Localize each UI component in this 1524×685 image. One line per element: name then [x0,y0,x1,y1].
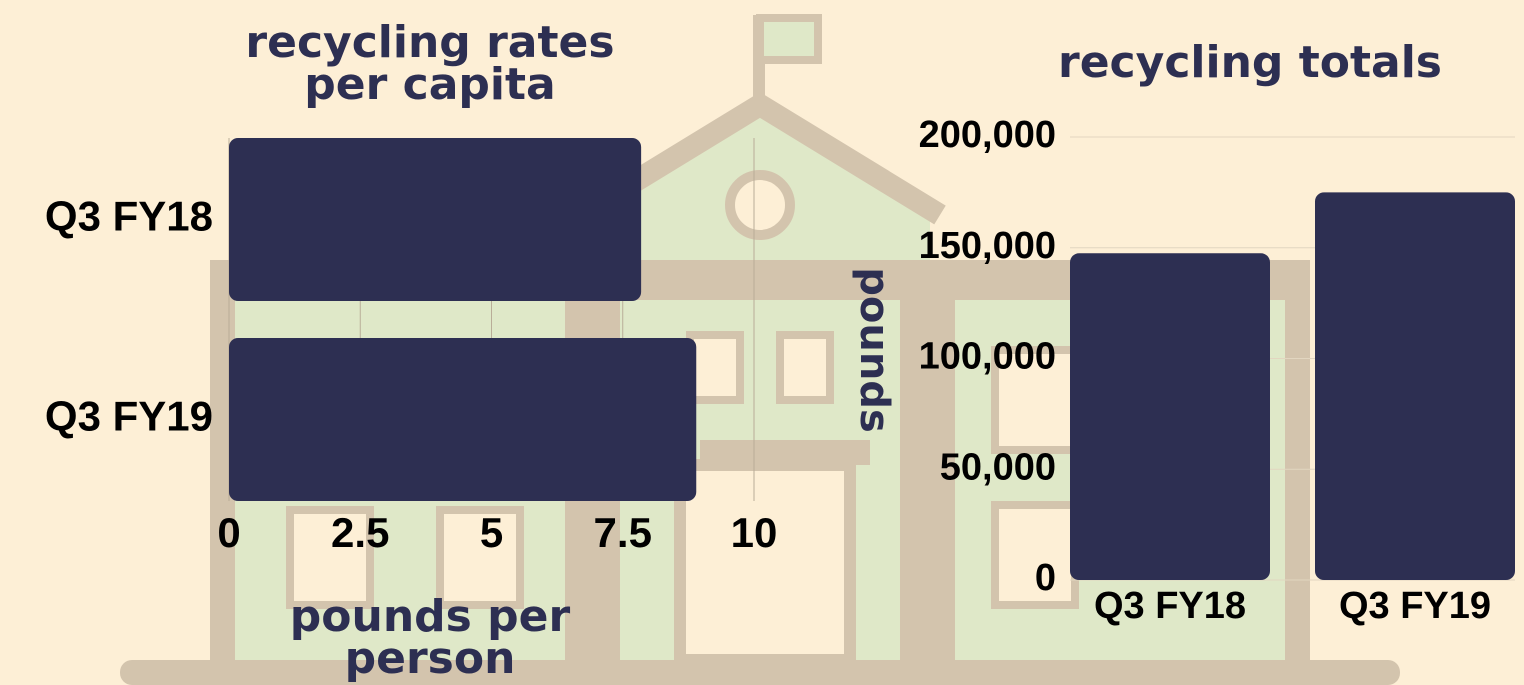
bar [1315,192,1515,580]
y-tick-label: 100,000 [919,336,1056,378]
y-tick-label: 0 [1035,557,1056,599]
infographic: recycling ratesper capita02.557.510Q3 FY… [0,0,1524,685]
x-tick-label: 0 [217,509,240,556]
x-tick-label: 10 [731,509,778,556]
bar [229,338,696,501]
bar [1070,253,1270,580]
y-tick-label: 200,000 [919,114,1056,156]
y-axis-label: pounds [851,267,897,433]
bar [229,138,641,301]
chart-title: recycling totals [1058,37,1442,88]
x-tick-label: Q3 FY18 [1094,585,1246,627]
x-tick-label: Q3 FY19 [1339,585,1491,627]
y-tick-label: 150,000 [919,225,1056,267]
y-tick-label: 50,000 [940,446,1056,488]
x-tick-label: 5 [480,509,503,556]
y-tick-label: Q3 FY18 [45,193,213,240]
x-tick-label: 2.5 [331,509,389,556]
y-tick-label: Q3 FY19 [45,393,213,440]
x-tick-label: 7.5 [594,509,652,556]
